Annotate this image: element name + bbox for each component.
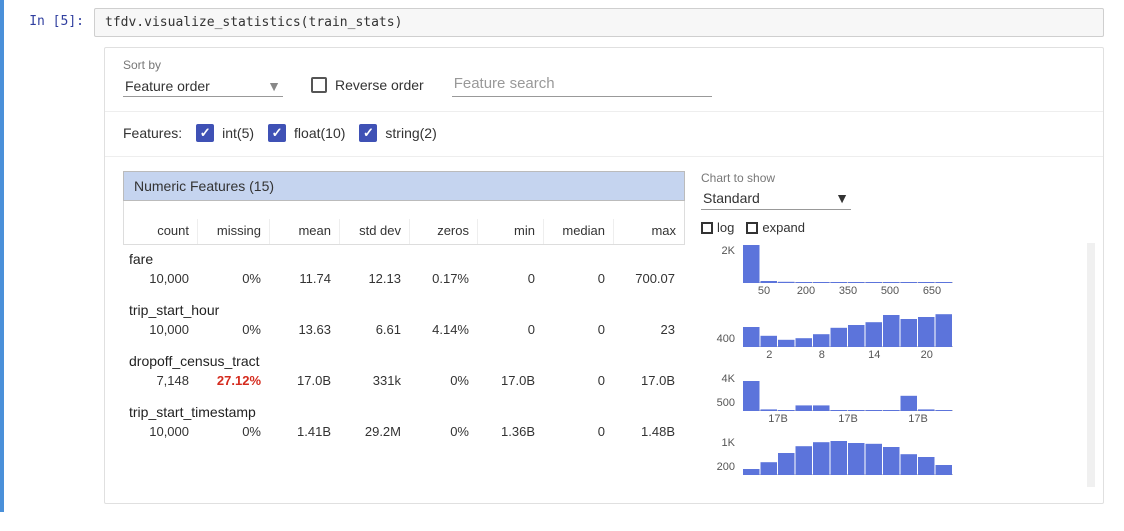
stat-cell: 0 bbox=[543, 320, 613, 347]
histogram-chart: 400 281420 bbox=[701, 307, 1085, 365]
filter-float-label: float(10) bbox=[294, 125, 345, 141]
stat-cell: 1.41B bbox=[269, 422, 339, 449]
chart-select-label: Chart to show bbox=[701, 171, 1085, 185]
feature-name: trip_start_timestamp bbox=[123, 404, 685, 422]
stat-cell: 1.48B bbox=[613, 422, 683, 449]
y-axis: 1K200 bbox=[701, 435, 735, 475]
dropdown-caret-icon: ▼ bbox=[835, 190, 849, 206]
histogram-chart: 1K200 bbox=[701, 435, 1085, 487]
stat-cell: 7,148 bbox=[123, 371, 197, 398]
column-header[interactable]: missing bbox=[198, 219, 270, 244]
stat-cell: 10,000 bbox=[123, 269, 197, 296]
stat-cell: 0% bbox=[197, 269, 269, 296]
feature-row: trip_start_timestamp10,0000%1.41B29.2M0%… bbox=[123, 398, 685, 449]
checkbox-checked-icon: ✓ bbox=[268, 124, 286, 142]
stat-cell: 13.63 bbox=[269, 320, 339, 347]
stat-cell: 1.36B bbox=[477, 422, 543, 449]
stat-cell: 12.13 bbox=[339, 269, 409, 296]
sort-by-dropdown[interactable]: Feature order ▼ bbox=[123, 74, 283, 97]
feature-row: fare10,0000%11.7412.130.17%00700.07 bbox=[123, 245, 685, 296]
x-axis: 281420 bbox=[743, 347, 1085, 365]
log-toggle[interactable]: log bbox=[701, 220, 734, 235]
column-header[interactable]: std dev bbox=[340, 219, 410, 244]
chart-type-value: Standard bbox=[703, 190, 760, 206]
stat-cell: 0 bbox=[543, 269, 613, 296]
stat-cell: 27.12% bbox=[197, 371, 269, 398]
stat-cell: 700.07 bbox=[613, 269, 683, 296]
chart-bars bbox=[743, 307, 953, 347]
stat-cell: 17.0B bbox=[613, 371, 683, 398]
stat-cell: 17.0B bbox=[477, 371, 543, 398]
dropdown-caret-icon: ▼ bbox=[267, 78, 281, 94]
feature-name: fare bbox=[123, 251, 685, 269]
stat-cell: 0 bbox=[543, 422, 613, 449]
stat-cell: 0% bbox=[197, 320, 269, 347]
checkbox-empty-icon bbox=[701, 222, 713, 234]
reverse-order-label: Reverse order bbox=[335, 77, 424, 93]
stat-cell: 0 bbox=[477, 320, 543, 347]
table-section-header: Numeric Features (15) bbox=[123, 171, 685, 201]
chart-bars bbox=[743, 435, 953, 475]
chart-type-dropdown[interactable]: Standard ▼ bbox=[701, 187, 851, 210]
stat-cell: 4.14% bbox=[409, 320, 477, 347]
column-header[interactable]: min bbox=[478, 219, 544, 244]
stat-cell: 0% bbox=[409, 371, 477, 398]
stat-cell: 29.2M bbox=[339, 422, 409, 449]
stat-cell: 10,000 bbox=[123, 422, 197, 449]
filter-float-toggle[interactable]: ✓ float(10) bbox=[268, 124, 345, 142]
stats-panel: Sort by Feature order ▼ Reverse order Fe… bbox=[104, 47, 1104, 504]
column-header[interactable]: zeros bbox=[410, 219, 478, 244]
stat-cell: 0.17% bbox=[409, 269, 477, 296]
stat-cell: 0% bbox=[409, 422, 477, 449]
feature-row: dropoff_census_tract7,14827.12%17.0B331k… bbox=[123, 347, 685, 398]
filter-string-toggle[interactable]: ✓ string(2) bbox=[359, 124, 436, 142]
x-axis: 50200350500650 bbox=[743, 283, 1085, 301]
stat-cell: 23 bbox=[613, 320, 683, 347]
filter-string-label: string(2) bbox=[385, 125, 436, 141]
stat-cell: 0 bbox=[543, 371, 613, 398]
histogram-chart: 2K 50200350500650 bbox=[701, 243, 1085, 301]
sort-by-label: Sort by bbox=[123, 58, 283, 72]
code-input[interactable]: tfdv.visualize_statistics(train_stats) bbox=[94, 8, 1104, 37]
feature-row: trip_start_hour10,0000%13.636.614.14%002… bbox=[123, 296, 685, 347]
x-axis bbox=[743, 475, 1085, 487]
cell-prompt: In [5]: bbox=[14, 8, 84, 37]
column-header[interactable]: max bbox=[614, 219, 684, 244]
stat-cell: 331k bbox=[339, 371, 409, 398]
y-axis: 2K bbox=[701, 243, 735, 283]
chart-bars bbox=[743, 243, 953, 283]
stat-cell: 17.0B bbox=[269, 371, 339, 398]
stat-cell: 0% bbox=[197, 422, 269, 449]
filter-int-toggle[interactable]: ✓ int(5) bbox=[196, 124, 254, 142]
stat-cell: 11.74 bbox=[269, 269, 339, 296]
expand-toggle[interactable]: expand bbox=[746, 220, 805, 235]
stat-cell: 10,000 bbox=[123, 320, 197, 347]
feature-name: trip_start_hour bbox=[123, 302, 685, 320]
reverse-order-toggle[interactable]: Reverse order bbox=[311, 77, 424, 97]
x-axis: 17B17B17B bbox=[743, 411, 1085, 429]
scrollbar-thumb[interactable] bbox=[1087, 243, 1095, 323]
feature-name: dropoff_census_tract bbox=[123, 353, 685, 371]
features-label: Features: bbox=[123, 125, 182, 141]
histogram-chart: 4K500 17B17B17B bbox=[701, 371, 1085, 429]
chart-bars bbox=[743, 371, 953, 411]
y-axis: 400 bbox=[701, 307, 735, 347]
column-header[interactable]: count bbox=[124, 219, 198, 244]
stats-table: Numeric Features (15) countmissingmeanst… bbox=[123, 171, 685, 449]
stat-cell: 0 bbox=[477, 269, 543, 296]
checkbox-checked-icon: ✓ bbox=[196, 124, 214, 142]
checkbox-empty-icon bbox=[311, 77, 327, 93]
sort-by-value: Feature order bbox=[125, 78, 210, 94]
y-axis: 4K500 bbox=[701, 371, 735, 411]
stat-cell: 6.61 bbox=[339, 320, 409, 347]
checkbox-checked-icon: ✓ bbox=[359, 124, 377, 142]
checkbox-empty-icon bbox=[746, 222, 758, 234]
filter-int-label: int(5) bbox=[222, 125, 254, 141]
column-header[interactable]: mean bbox=[270, 219, 340, 244]
column-header[interactable]: median bbox=[544, 219, 614, 244]
feature-search-input[interactable] bbox=[452, 71, 712, 97]
